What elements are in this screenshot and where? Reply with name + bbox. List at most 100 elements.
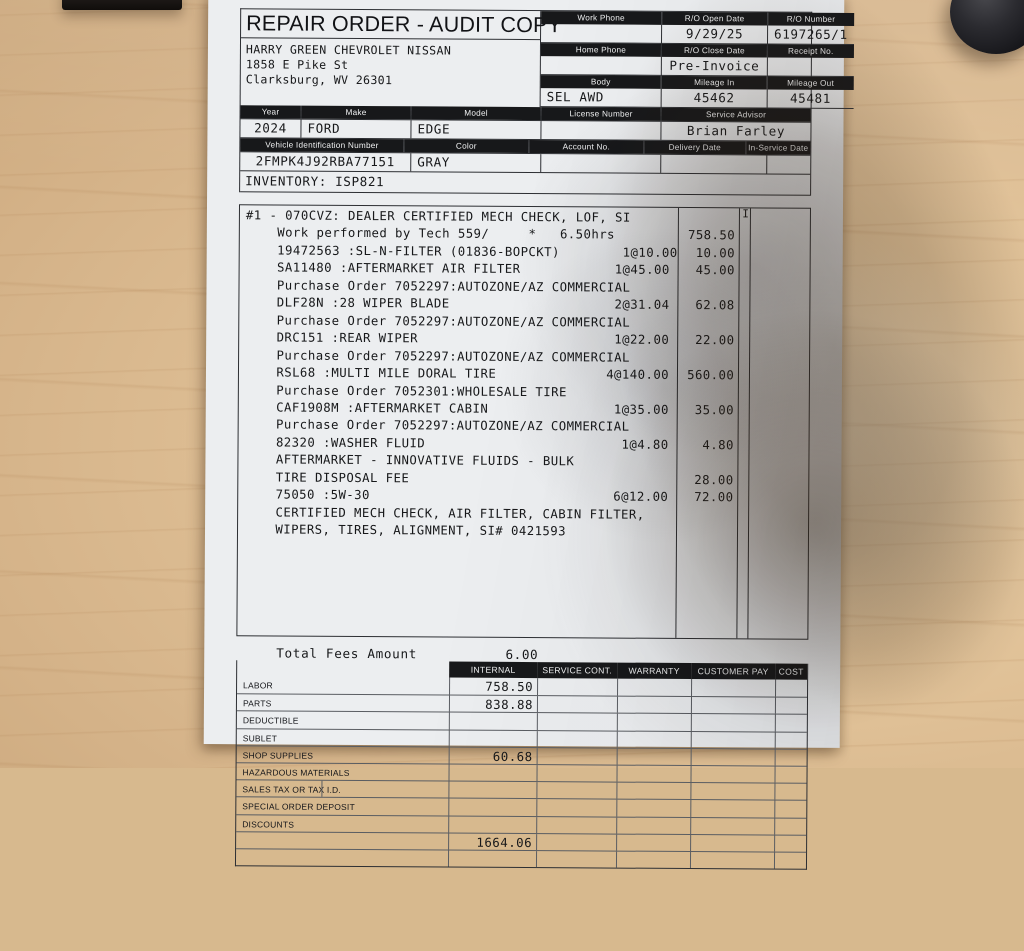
totals-cell-service-cont[interactable] (536, 696, 618, 713)
totals-cell-internal[interactable] (448, 712, 537, 730)
totals-cell-service-cont[interactable] (536, 816, 617, 834)
totals-cell-customer-pay[interactable] (691, 679, 776, 697)
totals-row: DISCOUNTS (236, 813, 807, 835)
license-number-value[interactable] (541, 121, 660, 140)
totals-cell-internal[interactable] (448, 798, 537, 816)
totals-cell-cost[interactable] (774, 818, 807, 835)
totals-cell-value (618, 731, 691, 747)
ro-open-date-value[interactable]: 9/29/25 (685, 25, 744, 42)
totals-cell-service-cont[interactable] (536, 730, 617, 748)
in-service-date-value[interactable] (767, 155, 810, 173)
mileage-in-value[interactable]: 45462 (693, 90, 735, 106)
color-value[interactable]: GRAY (417, 154, 451, 170)
field-ro-number: R/O Number 6197265/1 (766, 12, 854, 46)
work-phone-value[interactable] (541, 24, 661, 43)
line-item-amount (678, 278, 738, 296)
year-value[interactable]: 2024 (254, 120, 287, 136)
indicator-column-marker: I (742, 207, 749, 221)
service-advisor-value[interactable]: Brian Farley (686, 122, 786, 139)
totals-cell-service-cont[interactable] (536, 782, 617, 799)
totals-cell-internal[interactable]: 758.50 (449, 677, 538, 696)
totals-cell-customer-pay[interactable] (690, 765, 775, 783)
totals-cell-value (775, 784, 806, 800)
line-item-amount (678, 382, 738, 400)
account-no-value[interactable] (541, 154, 660, 173)
line-item-amount (677, 505, 737, 523)
body-value[interactable]: SEL AWD (546, 89, 604, 105)
advisor-label-cell: Service Advisor (660, 107, 811, 122)
totals-cell-cost[interactable] (774, 783, 807, 801)
mileage-out-value[interactable]: 45481 (789, 90, 831, 106)
line-item-row: 75050 :5W-30 6@12.00 (244, 487, 669, 505)
totals-cell-cost[interactable] (774, 800, 807, 818)
totals-cell-warranty[interactable] (616, 817, 691, 834)
totals-cell-internal[interactable] (448, 764, 537, 782)
totals-cell-warranty[interactable] (616, 782, 691, 800)
totals-cell-cost[interactable] (773, 852, 807, 869)
totals-cell-warranty[interactable] (616, 731, 691, 748)
color-label-cell: Color (403, 139, 529, 154)
totals-cell-warranty[interactable] (616, 765, 691, 783)
totals-cell-service-cont[interactable] (535, 850, 617, 868)
totals-cell-internal[interactable]: 60.68 (448, 747, 537, 765)
totals-cell-service-cont[interactable] (536, 799, 617, 817)
totals-row-label-cell (236, 832, 448, 849)
totals-cell-customer-pay[interactable] (690, 783, 775, 800)
sales-tax-id-subfield[interactable] (321, 780, 449, 798)
field-receipt-no: Receipt No. (766, 44, 854, 78)
totals-cell-cost[interactable] (774, 732, 807, 749)
totals-cell-cost[interactable] (774, 835, 807, 852)
totals-cell-customer-pay[interactable] (690, 817, 775, 835)
totals-cell-customer-pay[interactable] (690, 748, 775, 766)
line-item-amount (677, 452, 737, 470)
totals-cell-service-cont[interactable] (536, 713, 617, 731)
totals-cell-customer-pay[interactable] (690, 714, 775, 732)
totals-cell-cost[interactable] (774, 714, 807, 732)
line-item-row: Work performed by Tech 559/ * 6.50hrs (245, 225, 615, 243)
totals-cell-customer-pay[interactable] (690, 697, 776, 714)
totals-cell-internal[interactable] (448, 781, 537, 799)
home-phone-value[interactable] (541, 56, 661, 75)
totals-cell-service-cont[interactable] (536, 747, 617, 765)
totals-cell-cost[interactable] (774, 749, 807, 766)
totals-cell-service-cont[interactable] (537, 678, 618, 696)
totals-cell-warranty[interactable] (616, 799, 691, 817)
totals-cell-warranty[interactable] (617, 678, 692, 697)
totals-cell-value (537, 851, 616, 867)
totals-cell-value (618, 697, 691, 713)
totals-cell-customer-pay[interactable] (689, 851, 775, 869)
totals-cell-cost[interactable] (775, 679, 808, 697)
totals-row: HAZARDOUS MATERIALS (236, 762, 807, 783)
ro-number-value[interactable]: 6197265/1 (774, 26, 848, 42)
totals-cell-warranty[interactable] (616, 834, 691, 851)
model-value[interactable]: EDGE (417, 121, 451, 137)
totals-cell-cost[interactable] (774, 697, 808, 715)
totals-cell-internal[interactable]: 838.88 (448, 695, 538, 713)
ro-close-date-value[interactable]: Pre-Invoice (669, 57, 760, 74)
totals-cell-service-cont[interactable] (536, 833, 617, 851)
total-fees-label: Total Fees Amount (276, 645, 418, 662)
make-value[interactable]: FORD (307, 120, 341, 136)
account-no-label: Account No. (529, 140, 644, 154)
totals-row: SALES TAX OR TAX I.D. (236, 779, 807, 801)
totals-cell-warranty[interactable] (616, 696, 692, 714)
repair-order-form: REPAIR ORDER - AUDIT COPY HARRY GREEN CH… (234, 8, 854, 870)
delivery-date-value[interactable] (661, 155, 766, 174)
totals-cell-internal[interactable] (447, 850, 537, 868)
totals-cell-internal[interactable]: 1664.06 (448, 833, 537, 850)
totals-cell-internal[interactable] (448, 816, 537, 833)
totals-cell-customer-pay[interactable] (690, 834, 775, 852)
totals-cell-customer-pay[interactable] (690, 800, 775, 818)
totals-cell-internal[interactable] (448, 730, 537, 747)
totals-cell-warranty[interactable] (616, 713, 691, 731)
totals-cell-warranty[interactable] (615, 851, 691, 869)
account-label-cell: Account No. (528, 140, 644, 154)
totals-cell-value (449, 782, 536, 799)
field-home-phone: Home Phone (540, 43, 661, 76)
receipt-no-value[interactable] (768, 57, 854, 76)
totals-cell-customer-pay[interactable] (690, 731, 775, 749)
vin-value[interactable]: 2FMPK4J92RBA77151 (255, 153, 395, 170)
totals-cell-warranty[interactable] (616, 748, 691, 765)
totals-cell-cost[interactable] (774, 766, 807, 783)
totals-cell-value (617, 851, 690, 867)
